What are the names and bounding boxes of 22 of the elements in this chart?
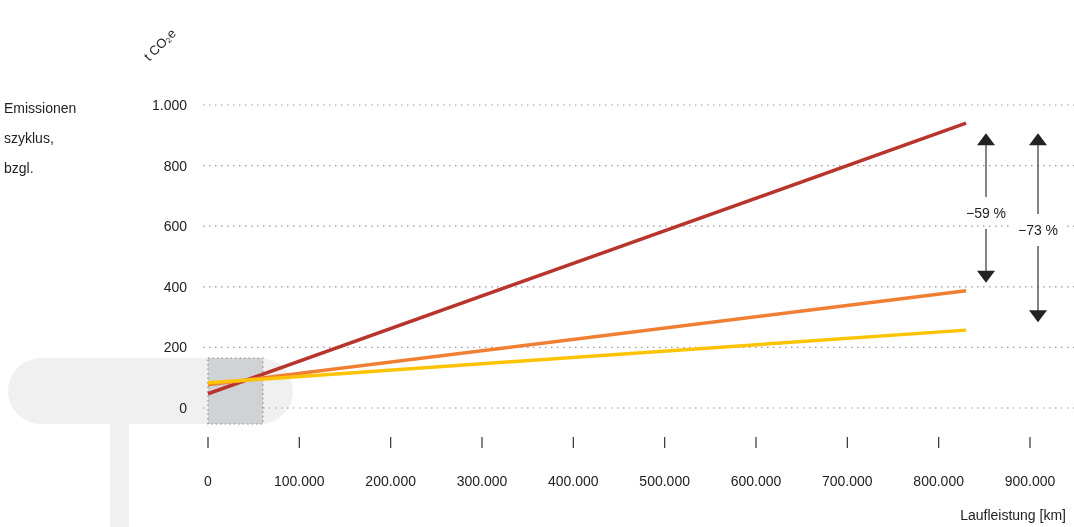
annotation: −73 %: [1017, 221, 1059, 238]
text: bzgl.: [4, 160, 34, 176]
y-tick-label: 400: [163, 278, 188, 295]
x-tick-label: 500.000: [639, 473, 691, 489]
x-tick-label: 400.000: [548, 473, 599, 489]
x-tick-label: 600.000: [730, 473, 782, 489]
y-tick-label: 1.000: [151, 96, 188, 113]
text: szyklus,: [4, 130, 54, 146]
x-axis-title: Laufleistung [km]: [960, 507, 1066, 523]
x-tick-label: 900.000: [1004, 473, 1056, 489]
y-tick-label: 600: [163, 218, 188, 235]
y-tick-label: 800: [163, 157, 188, 174]
y-tick-label: 0: [179, 399, 188, 416]
x-tick-label: 0: [204, 473, 213, 489]
x-tick-label: 100.000: [274, 473, 325, 489]
x-tick-label: 800.000: [913, 473, 965, 489]
x-tick-label: 200.000: [365, 473, 417, 489]
text: Emissionen: [4, 100, 77, 116]
x-tick-label: 700.000: [822, 473, 873, 489]
x-tick-label: 300.000: [456, 473, 508, 489]
y-tick-label: 200: [163, 339, 188, 356]
annotation: −59 %: [965, 204, 1007, 221]
